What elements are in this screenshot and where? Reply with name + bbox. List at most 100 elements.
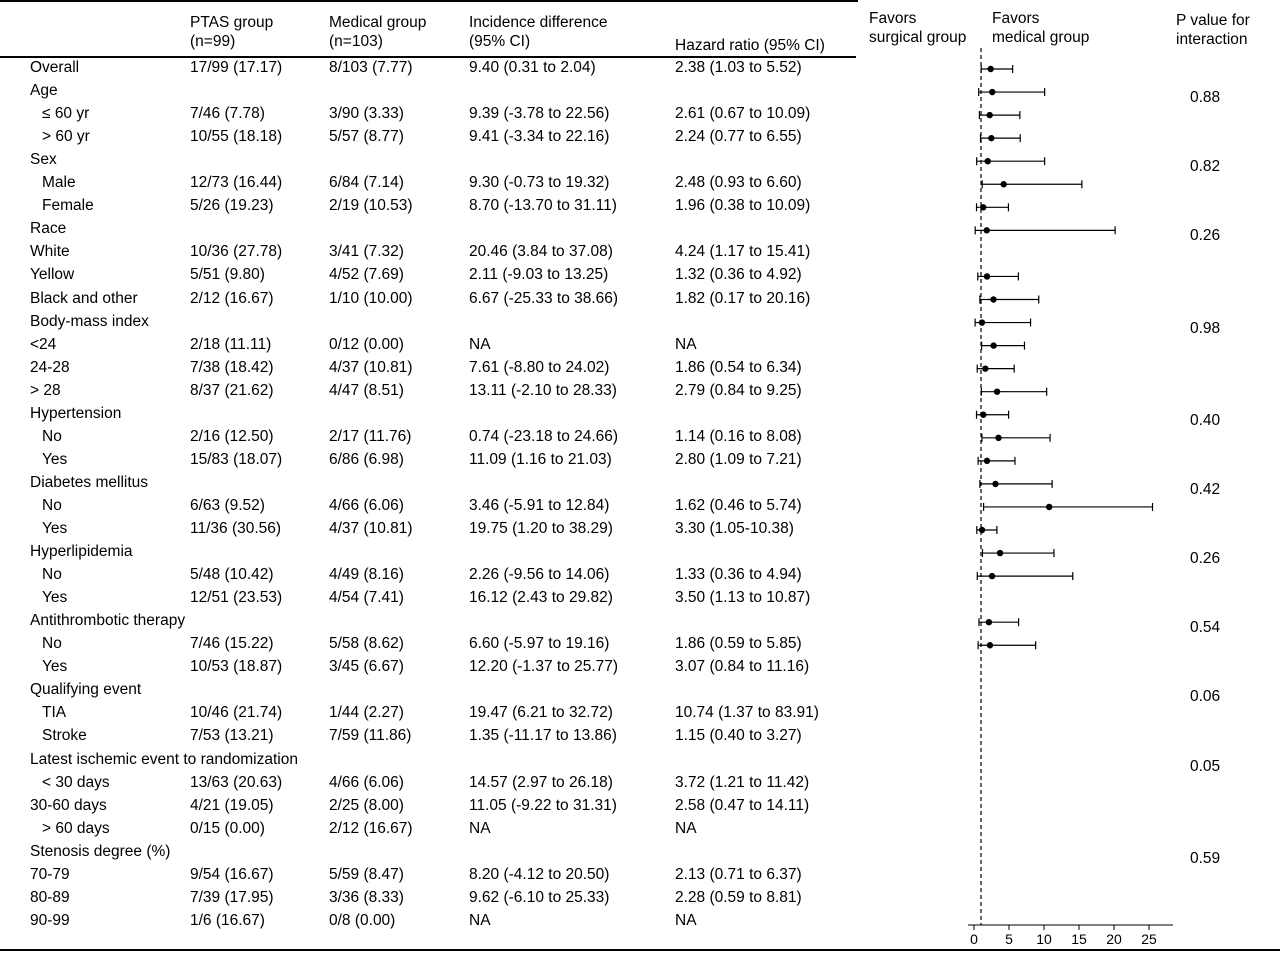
incidence-value: 13.11 (-2.10 to 28.33) bbox=[469, 381, 617, 399]
medical-value: 2/17 (11.76) bbox=[329, 427, 412, 445]
subgroup-label: > 60 yr bbox=[42, 128, 90, 146]
ptas-value: 7/53 (13.21) bbox=[190, 727, 274, 745]
subgroup-label: TIA bbox=[42, 704, 67, 722]
bottom-rule bbox=[0, 949, 1280, 951]
pvalue-line2: interaction bbox=[1176, 31, 1248, 48]
ptas-value: 17/99 (17.17) bbox=[190, 59, 283, 76]
hr-point bbox=[989, 88, 996, 96]
subgroup-label: 24-28 bbox=[30, 358, 70, 376]
ptas-value: 6/63 (9.52) bbox=[190, 496, 265, 514]
subgroup-label: Male bbox=[42, 174, 76, 192]
hr-point bbox=[986, 111, 993, 119]
incidence-value: 0.74 (-23.18 to 24.66) bbox=[469, 427, 619, 445]
hazard-ratio-value: 10.74 (1.37 to 83.91) bbox=[675, 704, 819, 722]
incidence-value: 7.61 (-8.80 to 24.02) bbox=[469, 358, 610, 376]
hazard-ratio-value: 2.80 (1.09 to 7.21) bbox=[675, 450, 802, 468]
subgroup-header: Sex bbox=[30, 151, 57, 169]
incidence-value: 11.05 (-9.22 to 31.31) bbox=[469, 796, 617, 814]
ptas-value: 11/36 (30.56) bbox=[190, 520, 282, 537]
hr-point bbox=[990, 342, 997, 349]
incidence-value: 12.20 (-1.37 to 25.77) bbox=[469, 658, 619, 676]
subgroup-header: Diabetes mellitus bbox=[30, 473, 149, 491]
subgroup-label: Overall bbox=[30, 59, 80, 76]
incidence-value: 6.67 (-25.33 to 38.66) bbox=[469, 289, 619, 307]
hazard-ratio-value: 2.58 (0.47 to 14.11) bbox=[675, 796, 810, 814]
incidence-value: 1.35 (-11.17 to 13.86) bbox=[469, 727, 617, 745]
medical-value: 2/25 (8.00) bbox=[329, 796, 404, 814]
subgroup-header: Age bbox=[30, 82, 58, 100]
p-value: 0.98 bbox=[1190, 319, 1221, 337]
hazard-ratio-value: 3.07 (0.84 to 11.16) bbox=[675, 658, 810, 676]
hr-point bbox=[986, 642, 994, 649]
hazard-ratio-value: NA bbox=[675, 335, 697, 353]
hr-point bbox=[978, 319, 986, 326]
ptas-value: 10/36 (27.78) bbox=[190, 243, 283, 261]
medical-value: 4/52 (7.69) bbox=[329, 266, 404, 284]
ptas-value: 9/54 (16.67) bbox=[190, 865, 274, 883]
hazard-ratio-value: 4.24 (1.17 to 15.41) bbox=[675, 243, 811, 261]
incidence-value: 9.41 (-3.34 to 22.16) bbox=[469, 128, 610, 146]
incidence-value: NA bbox=[469, 911, 491, 929]
hazard-ratio-value: 1.62 (0.46 to 5.74) bbox=[675, 496, 802, 514]
favors-medical-line1: Favors bbox=[992, 10, 1040, 27]
header-favors-medical: Favors medical group bbox=[992, 9, 1089, 47]
header-ptas: PTAS group (n=99) bbox=[190, 13, 273, 51]
medical-value: 4/54 (7.41) bbox=[329, 589, 404, 607]
subgroup-label: No bbox=[42, 566, 62, 584]
x-tick-label: 10 bbox=[1036, 931, 1052, 947]
subgroup-header: Race bbox=[30, 220, 67, 238]
p-value: 0.05 bbox=[1190, 757, 1221, 775]
hr-point bbox=[990, 296, 997, 303]
p-value: 0.40 bbox=[1190, 411, 1221, 429]
p-value: 0.06 bbox=[1190, 688, 1221, 706]
hazard-ratio-value: 1.86 (0.54 to 6.34) bbox=[675, 358, 802, 376]
hr-point bbox=[980, 204, 987, 211]
ptas-value: 5/26 (19.23) bbox=[190, 197, 274, 215]
ptas-value: 7/38 (18.42) bbox=[190, 358, 274, 376]
medical-value: 4/66 (6.06) bbox=[329, 773, 404, 791]
medical-value: 3/90 (3.33) bbox=[329, 105, 404, 123]
hr-point bbox=[983, 273, 991, 280]
medical-value: 7/59 (11.86) bbox=[329, 727, 412, 745]
ptas-value: 2/12 (16.67) bbox=[190, 289, 274, 307]
medical-value: 3/36 (8.33) bbox=[329, 888, 404, 906]
header-hazard-ratio: Hazard ratio (95% CI) bbox=[675, 37, 825, 54]
medical-value: 6/84 (7.14) bbox=[329, 174, 404, 192]
ptas-value: 7/46 (15.22) bbox=[190, 635, 274, 653]
ptas-value: 10/53 (18.87) bbox=[190, 658, 283, 676]
header-favors-surgical: Favors surgical group bbox=[869, 9, 966, 47]
ptas-value: 2/18 (11.11) bbox=[190, 335, 272, 353]
hr-point bbox=[995, 434, 1002, 441]
ptas-value: 12/73 (16.44) bbox=[190, 174, 283, 192]
favors-surgical-line1: Favors bbox=[869, 10, 917, 27]
ptas-value: 7/46 (7.78) bbox=[190, 105, 265, 123]
medical-value: 5/58 (8.62) bbox=[329, 635, 404, 653]
subgroup-label: < 30 days bbox=[42, 773, 110, 791]
subgroup-label: Black and other bbox=[30, 289, 138, 307]
header-incidence-ci: (95% CI) bbox=[469, 33, 531, 50]
favors-surgical-line2: surgical group bbox=[869, 29, 967, 46]
hazard-ratio-value: NA bbox=[675, 819, 697, 837]
medical-value: 4/66 (6.06) bbox=[329, 496, 404, 514]
hazard-ratio-value: 1.32 (0.36 to 4.92) bbox=[675, 266, 802, 284]
hazard-ratio-value: 2.13 (0.71 to 6.37) bbox=[675, 865, 802, 883]
subgroup-label: 90-99 bbox=[30, 911, 70, 929]
incidence-value: NA bbox=[469, 819, 491, 837]
hr-point bbox=[983, 227, 990, 234]
incidence-value: 8.20 (-4.12 to 20.50) bbox=[469, 865, 610, 883]
hr-point bbox=[993, 388, 1001, 395]
subgroup-header: Qualifying event bbox=[30, 681, 142, 699]
medical-value: 4/49 (8.16) bbox=[329, 566, 404, 584]
hazard-ratio-value: 2.61 (0.67 to 10.09) bbox=[675, 105, 811, 123]
subgroup-label: White bbox=[30, 243, 70, 261]
incidence-value: 19.47 (6.21 to 32.72) bbox=[469, 704, 613, 722]
ptas-value: 10/55 (18.18) bbox=[190, 128, 283, 146]
header-medical-n: (n=103) bbox=[329, 33, 383, 50]
header-pvalue: P value for interaction bbox=[1176, 11, 1250, 49]
incidence-value: 6.60 (-5.97 to 19.16) bbox=[469, 635, 610, 653]
hazard-ratio-value: 1.33 (0.36 to 4.94) bbox=[675, 566, 802, 584]
ptas-value: 5/51 (9.80) bbox=[190, 266, 265, 284]
hazard-ratio-value: 3.50 (1.13 to 10.87) bbox=[675, 589, 811, 607]
subgroup-label: Yes bbox=[42, 589, 68, 607]
incidence-value: 9.40 (0.31 to 2.04) bbox=[469, 59, 596, 76]
